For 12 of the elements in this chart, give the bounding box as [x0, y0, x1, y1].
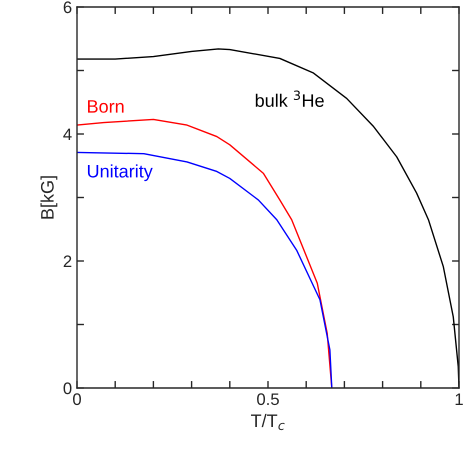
- series-label: Unitarity: [88, 164, 153, 182]
- x-tick-label: 1: [456, 393, 463, 405]
- y-tick-label: 0: [64, 382, 72, 394]
- x-tick-label: 0.5: [257, 393, 279, 406]
- y-axis-title: B[kG]: [40, 176, 58, 219]
- series-label: Born: [88, 100, 124, 113]
- x-tick-label: 0: [73, 393, 81, 406]
- y-tick-label: 6: [64, 1, 72, 14]
- y-tick-label: 4: [63, 128, 72, 140]
- y-tick-label: 2: [64, 255, 72, 268]
- series-label: bulk $^{3}$He: [256, 90, 324, 107]
- x-axis-title: T/T$_{c}$: [250, 414, 285, 430]
